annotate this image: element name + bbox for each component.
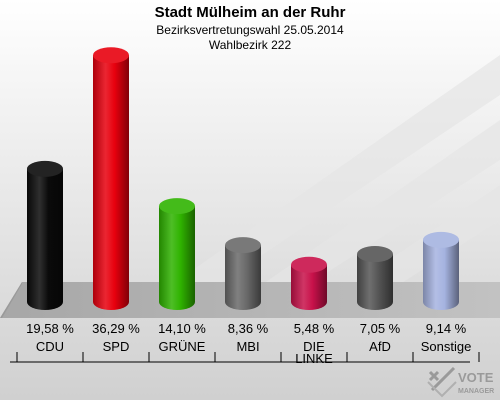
category-label-cdu: CDU — [36, 339, 64, 354]
bar-afd — [357, 246, 393, 310]
bar-body-sonstige — [423, 239, 459, 310]
bar-spd — [93, 47, 129, 311]
value-label-spd: 36,29 % — [92, 321, 140, 336]
bar-body-gr-ne — [159, 206, 195, 310]
bar-body-cdu — [27, 168, 63, 310]
category-labels: CDU SPD GRÜNE MBI DIE LINKE AfD Sonstige — [36, 339, 471, 366]
value-label-gr-ne: 14,10 % — [158, 321, 206, 336]
bar-top-afd — [357, 246, 393, 263]
chart-title: Stadt Mülheim an der Ruhr — [155, 4, 346, 21]
vote-manager-logo: VOTE MANAGER — [427, 366, 494, 398]
category-label-gr-ne: GRÜNE — [159, 339, 206, 354]
value-label-die-linke: 5,48 % — [294, 321, 335, 336]
floor-edge — [0, 282, 22, 318]
bar-body-die-linke — [291, 264, 327, 310]
bar-gr-ne — [159, 198, 195, 310]
bar-body-spd — [93, 55, 129, 311]
bar-top-sonstige — [423, 231, 459, 248]
bar-series — [27, 47, 459, 311]
bar-top-gr-ne — [159, 198, 195, 215]
category-label-spd: SPD — [103, 339, 130, 354]
ballot-cross-icon — [427, 366, 457, 398]
value-label-cdu: 19,58 % — [26, 321, 74, 336]
value-labels: 19,58 % 36,29 % 14,10 % 8,36 % 5,48 % 7,05 % 9… — [26, 321, 467, 336]
bar-die-linke — [291, 256, 327, 310]
watermark-manager: MANAGER — [458, 388, 494, 395]
bar-top-cdu — [27, 160, 63, 177]
category-axis — [10, 352, 480, 363]
category-label-die-linke: DIE LINKE — [295, 339, 333, 366]
bar-top-spd — [93, 47, 129, 64]
watermark-vote: VOTE — [458, 370, 494, 385]
value-label-afd: 7,05 % — [360, 321, 401, 336]
chart-subtitle: Bezirksvertretungswahl 25.05.2014 — [156, 23, 344, 37]
category-label-sonstige: Sonstige — [421, 339, 472, 354]
category-label-mbi: MBI — [236, 339, 259, 354]
bar-top-die-linke — [291, 256, 327, 273]
chart-subtitle-2: Wahlbezirk 222 — [209, 38, 292, 52]
bar-top-mbi — [225, 237, 261, 254]
bar-sonstige — [423, 231, 459, 310]
bar-body-mbi — [225, 245, 261, 310]
bar-cdu — [27, 160, 63, 310]
category-label-afd: AfD — [369, 339, 391, 354]
value-label-sonstige: 9,14 % — [426, 321, 467, 336]
bar-mbi — [225, 237, 261, 310]
bar-body-afd — [357, 254, 393, 310]
value-label-mbi: 8,36 % — [228, 321, 269, 336]
